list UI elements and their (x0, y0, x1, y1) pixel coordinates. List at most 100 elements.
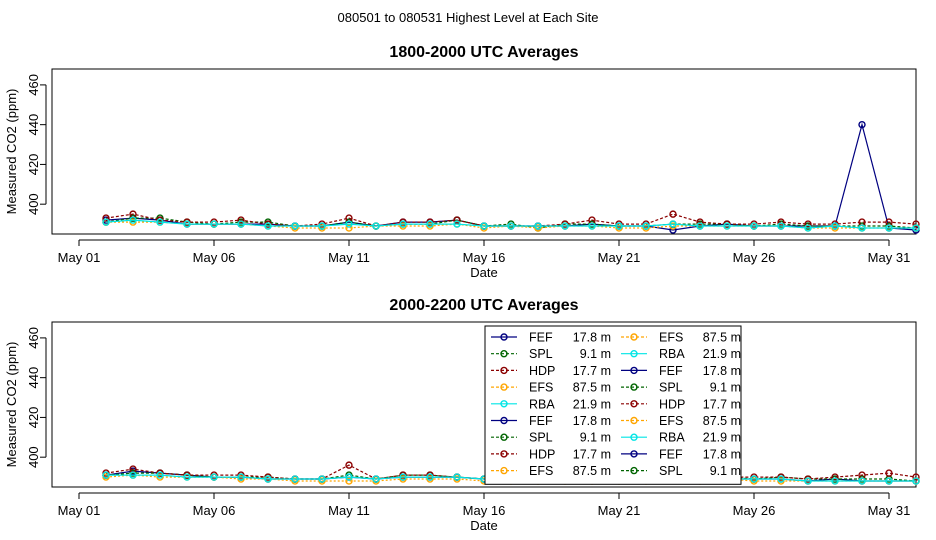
legend-swatch-marker (500, 400, 508, 408)
data-point-rba (615, 222, 623, 230)
x-axis-label: Date (470, 265, 497, 280)
legend-height-label: 17.7 m (573, 364, 611, 378)
legend-height-label: 21.9 m (703, 347, 741, 361)
data-point-rba (777, 222, 785, 230)
data-point-rba (372, 475, 380, 483)
data-point-rba (399, 220, 407, 228)
legend-swatch-marker (630, 466, 638, 475)
legend-site-label: HDP (659, 397, 685, 411)
data-point-rba (426, 473, 434, 481)
data-point-rba (183, 473, 191, 481)
data-point-hdp (345, 461, 353, 469)
data-point-rba (507, 222, 515, 230)
data-point-rba (264, 222, 272, 230)
legend-site-label: HDP (529, 364, 555, 378)
data-point-efs (345, 224, 353, 232)
data-point-rba (534, 222, 542, 230)
series-line-hdp (105, 213, 917, 227)
legend-swatch-marker (630, 350, 638, 358)
chart-panel-2: 2000-2200 UTC Averages May 01 May 06 May 11… (4, 297, 920, 533)
legend-height-label: 17.7 m (703, 397, 741, 411)
legend-swatch-marker (630, 433, 638, 441)
data-point-rba (426, 220, 434, 228)
y-tick-label: 460 (26, 74, 41, 96)
data-point-rba (831, 222, 839, 230)
data-point-rba (237, 473, 245, 481)
legend-height-label: 17.8 m (573, 414, 611, 428)
y-tick-label: 400 (26, 193, 41, 215)
data-point-fef (858, 120, 866, 129)
data-point-hdp (237, 216, 245, 224)
data-point-rba (588, 222, 596, 230)
legend-site-label: SPL (529, 431, 553, 445)
series-line-fef (105, 122, 917, 231)
legend-height-label: 9.1 m (710, 381, 741, 395)
legend-swatch-marker (630, 366, 638, 375)
legend-swatch-marker (500, 383, 508, 391)
y-tick-label: 440 (26, 114, 41, 136)
x-tick-label: May 11 (328, 503, 370, 518)
legend-site-label: FEF (529, 414, 553, 428)
data-point-rba (399, 473, 407, 481)
x-tick-label: May 21 (598, 503, 641, 518)
x-tick-label: May 11 (328, 250, 370, 265)
chart-legend: FEF 17.8 m SPL 9.1 m HDP 17.7 m EFS 87.5 m RBA 21… (484, 325, 742, 485)
data-point-rba (345, 473, 353, 481)
x-tick-label: May 31 (868, 250, 911, 265)
data-point-efs (345, 477, 353, 485)
data-point-hdp (696, 218, 704, 226)
legend-site-label: SPL (529, 347, 553, 361)
data-point-rba (291, 475, 299, 483)
data-point-rba (777, 475, 785, 483)
legend-height-label: 87.5 m (703, 414, 741, 428)
y-tick-label: 400 (26, 446, 41, 468)
legend-height-label: 87.5 m (703, 331, 741, 345)
data-point-rba (156, 218, 164, 226)
legend-site-label: RBA (529, 397, 555, 411)
data-point-rba (858, 224, 866, 232)
data-point-rba (480, 222, 488, 230)
legend-site-label: SPL (659, 464, 683, 478)
legend-height-label: 9.1 m (580, 431, 611, 445)
legend-site-label: SPL (659, 381, 683, 395)
data-point-rba (210, 220, 218, 228)
legend-swatch-marker (500, 366, 508, 375)
y-tick-label: 460 (26, 327, 41, 349)
figure-suptitle: 080501 to 080531 Highest Level at Each S… (338, 10, 599, 25)
legend-height-label: 87.5 m (573, 464, 611, 478)
series-line-spl (105, 217, 917, 229)
data-point-rba (885, 477, 893, 485)
legend-site-label: EFS (659, 331, 683, 345)
plot-frame (51, 321, 917, 488)
x-tick-label: May 26 (733, 250, 776, 265)
data-point-rba (858, 477, 866, 485)
data-point-rba (723, 222, 731, 230)
chart-panel-1: 1800-2000 UTC Averages May 01 May 06 May 11… (4, 44, 920, 280)
legend-height-label: 87.5 m (573, 381, 611, 395)
x-tick-label: May 06 (193, 250, 236, 265)
x-tick-label: May 16 (463, 503, 506, 518)
data-point-hdp (912, 220, 920, 228)
legend-height-label: 17.8 m (703, 447, 741, 461)
data-point-rba (156, 471, 164, 479)
data-point-rba (912, 224, 920, 232)
data-point-rba (912, 477, 920, 485)
legend-swatch-marker (630, 450, 638, 458)
legend-site-label: FEF (529, 331, 553, 345)
data-point-rba (831, 477, 839, 485)
x-tick-label: May 01 (58, 250, 101, 265)
data-point-rba (804, 477, 812, 485)
data-point-hdp (831, 473, 839, 481)
data-point-hdp (912, 473, 920, 481)
data-point-rba (129, 216, 137, 224)
chart-title: 1800-2000 UTC Averages (389, 44, 578, 61)
data-point-rba (318, 222, 326, 230)
data-point-hdp (804, 220, 812, 228)
legend-height-label: 21.9 m (573, 397, 611, 411)
data-point-rba (102, 218, 110, 226)
chart-title: 2000-2200 UTC Averages (389, 297, 578, 314)
x-tick-label: May 06 (193, 503, 236, 518)
data-point-hdp (453, 216, 461, 224)
data-point-rba (669, 220, 677, 228)
